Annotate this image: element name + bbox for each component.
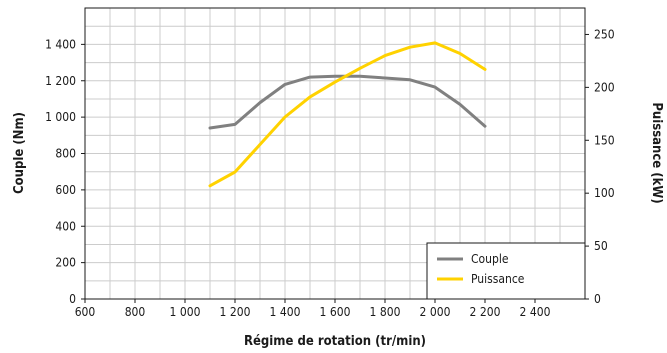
legend-label-couple: Couple [471, 252, 509, 266]
x-tick-label: 600 [75, 305, 96, 319]
right-tick-label: 100 [594, 186, 615, 200]
right-tick-label: 250 [594, 27, 615, 41]
right-tick-label: 0 [594, 292, 601, 306]
left-tick-label: 800 [55, 147, 76, 161]
left-tick-label: 1 200 [45, 74, 76, 88]
left-axis-title: Couple (Nm) [12, 112, 27, 194]
left-tick-label: 600 [55, 183, 76, 197]
right-tick-label: 200 [594, 80, 615, 94]
right-axis-ticks: 0 50 100 150 200 250 [585, 27, 615, 306]
x-tick-label: 1 000 [170, 305, 201, 319]
x-axis-ticks: 600 800 1 000 1 200 1 400 1 600 1 800 2 000 2 20… [75, 299, 551, 319]
series-layer [208, 41, 487, 188]
left-tick-label: 200 [55, 256, 76, 270]
right-axis-title: Puissance (kW) [649, 102, 664, 203]
x-tick-label: 800 [125, 305, 146, 319]
x-tick-label: 1 200 [220, 305, 251, 319]
legend: Couple Puissance [426, 242, 586, 300]
x-axis-title: Régime de rotation (tr/min) [244, 334, 426, 349]
left-tick-label: 1 400 [45, 37, 76, 51]
legend-box [426, 242, 586, 300]
x-tick-label: 2 400 [520, 305, 551, 319]
series-line-puissance [208, 41, 487, 188]
x-tick-label: 1 400 [270, 305, 301, 319]
x-tick-label: 2 200 [470, 305, 501, 319]
series-line-couple [208, 74, 487, 130]
right-tick-label: 50 [594, 239, 608, 253]
right-tick-label: 150 [594, 133, 615, 147]
legend-label-puissance: Puissance [471, 272, 525, 286]
left-axis-ticks: 0 200 400 600 800 1 000 1 200 1 400 [45, 37, 85, 306]
x-tick-label: 1 800 [370, 305, 401, 319]
x-tick-label: 2 000 [420, 305, 451, 319]
x-tick-label: 1 600 [320, 305, 351, 319]
left-tick-label: 0 [69, 292, 76, 306]
left-tick-label: 400 [55, 219, 76, 233]
left-tick-label: 1 000 [45, 110, 76, 124]
